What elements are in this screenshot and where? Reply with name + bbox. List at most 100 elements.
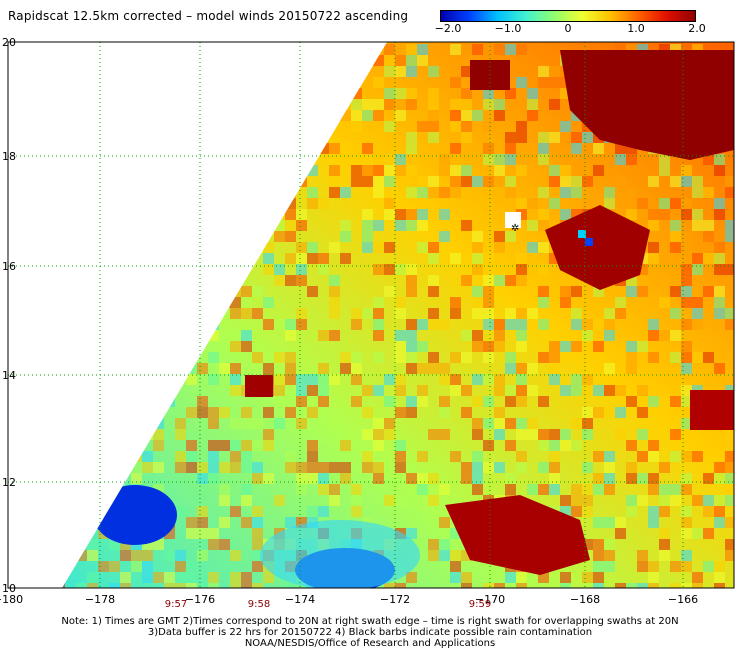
swath-cell bbox=[252, 154, 263, 165]
swath-cell bbox=[692, 44, 703, 55]
lon-label: −180 bbox=[0, 593, 23, 606]
swath-cell bbox=[65, 308, 76, 319]
swath-cell bbox=[329, 495, 340, 506]
swath-cell bbox=[329, 484, 340, 495]
swath-cell bbox=[120, 132, 131, 143]
swath-cell bbox=[307, 385, 318, 396]
swath-cell bbox=[615, 176, 626, 187]
swath-cell bbox=[439, 363, 450, 374]
swath-cell bbox=[670, 429, 681, 440]
swath-cell bbox=[21, 341, 32, 352]
swath-cell bbox=[65, 440, 76, 451]
swath-cell bbox=[10, 550, 21, 561]
swath-cell bbox=[230, 220, 241, 231]
swath-cell bbox=[87, 583, 98, 588]
swath-cell bbox=[76, 495, 87, 506]
swath-cell bbox=[450, 44, 461, 55]
swath-cell bbox=[648, 583, 659, 588]
lon-label: −170 bbox=[475, 593, 505, 606]
swath-cell bbox=[659, 484, 670, 495]
swath-cell bbox=[329, 110, 340, 121]
swath-cell bbox=[681, 286, 692, 297]
swath-cell bbox=[560, 286, 571, 297]
swath-cell bbox=[725, 231, 734, 242]
swath-cell bbox=[153, 440, 164, 451]
swath-cell bbox=[307, 506, 318, 517]
swath-cell bbox=[62, 220, 65, 231]
swath-cell bbox=[230, 330, 241, 341]
swath-cell bbox=[582, 407, 593, 418]
swath-cell bbox=[186, 55, 197, 66]
colorbar-label-2: 2.0 bbox=[688, 22, 706, 35]
swath-cell bbox=[494, 176, 505, 187]
swath-cell bbox=[285, 176, 296, 187]
swath-cell bbox=[62, 154, 65, 165]
swath-cell bbox=[197, 308, 208, 319]
swath-cell bbox=[373, 187, 384, 198]
swath-cell bbox=[186, 451, 197, 462]
swath-cell bbox=[659, 407, 670, 418]
swath-cell bbox=[527, 110, 538, 121]
swath-cell bbox=[76, 242, 87, 253]
swath-cell bbox=[230, 66, 241, 77]
swath-cell bbox=[65, 154, 76, 165]
swath-cell bbox=[593, 286, 604, 297]
swath-cell bbox=[263, 99, 274, 110]
swath-cell bbox=[285, 583, 296, 588]
swath-cell bbox=[296, 275, 307, 286]
colorbar bbox=[440, 10, 696, 22]
swath-cell bbox=[21, 572, 32, 583]
swath-cell bbox=[296, 385, 307, 396]
swath-cell bbox=[230, 286, 241, 297]
swath-cell bbox=[62, 297, 65, 308]
swath-cell bbox=[62, 187, 65, 198]
swath-cell bbox=[131, 176, 142, 187]
swath-cell bbox=[285, 154, 296, 165]
swath-cell bbox=[351, 154, 362, 165]
swath-cell bbox=[62, 231, 65, 242]
swath-cell bbox=[571, 495, 582, 506]
swath-cell bbox=[208, 572, 219, 583]
swath-cell bbox=[604, 550, 615, 561]
swath-cell bbox=[65, 528, 76, 539]
swath-cell bbox=[109, 99, 120, 110]
swath-cell bbox=[560, 165, 571, 176]
swath-cell bbox=[32, 352, 43, 363]
swath-cell bbox=[428, 495, 439, 506]
swath-cell bbox=[395, 209, 406, 220]
swath-cell bbox=[615, 407, 626, 418]
swath-cell bbox=[65, 506, 76, 517]
swath-cell bbox=[494, 418, 505, 429]
swath-cell bbox=[582, 374, 593, 385]
swath-cell bbox=[373, 110, 384, 121]
swath-cell bbox=[10, 418, 21, 429]
swath-cell bbox=[406, 187, 417, 198]
swath-cell bbox=[373, 77, 384, 88]
swath-cell bbox=[285, 66, 296, 77]
swath-cell bbox=[439, 407, 450, 418]
swath-cell bbox=[483, 121, 494, 132]
swath-cell bbox=[505, 363, 516, 374]
swath-cell bbox=[109, 231, 120, 242]
swath-cell bbox=[659, 44, 670, 55]
swath-cell bbox=[230, 440, 241, 451]
swath-cell bbox=[21, 88, 32, 99]
swath-cell bbox=[461, 352, 472, 363]
swath-cell bbox=[483, 253, 494, 264]
swath-cell bbox=[626, 275, 637, 286]
swath-cell bbox=[21, 110, 32, 121]
swath-cell bbox=[494, 165, 505, 176]
swath-cell bbox=[373, 308, 384, 319]
swath-cell bbox=[10, 187, 21, 198]
swath-cell bbox=[626, 44, 637, 55]
swath-cell bbox=[252, 220, 263, 231]
swath-cell bbox=[351, 121, 362, 132]
swath-cell bbox=[648, 506, 659, 517]
swath-cell bbox=[483, 88, 494, 99]
swath-cell bbox=[703, 253, 714, 264]
swath-cell bbox=[274, 143, 285, 154]
swath-cell bbox=[65, 451, 76, 462]
swath-cell bbox=[329, 44, 340, 55]
swath-cell bbox=[450, 308, 461, 319]
swath-cell bbox=[659, 165, 670, 176]
